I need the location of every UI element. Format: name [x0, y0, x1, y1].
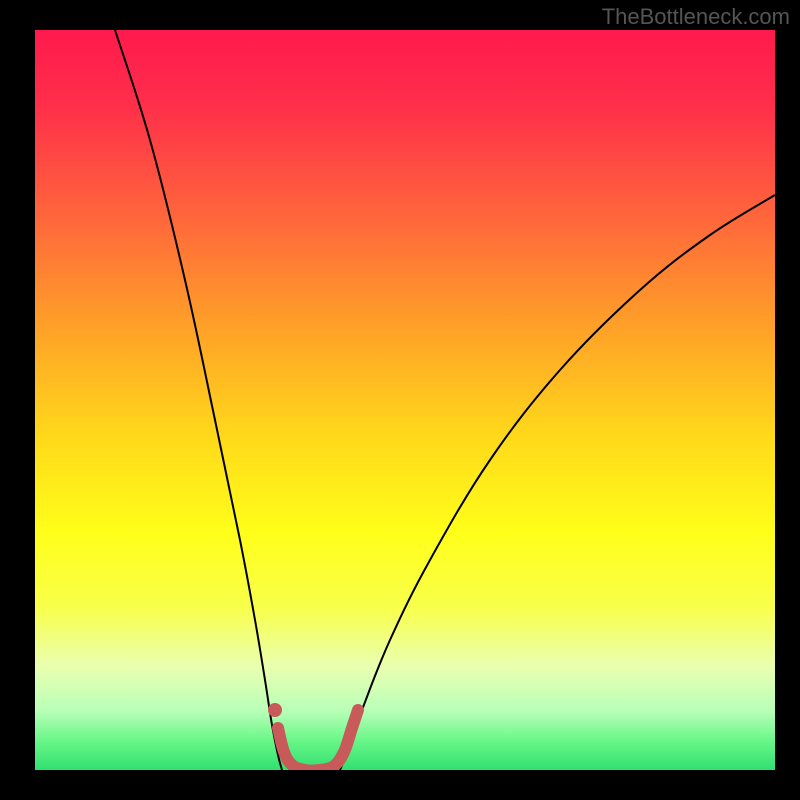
- watermark-text: TheBottleneck.com: [602, 4, 790, 30]
- bottleneck-chart: [0, 0, 800, 800]
- highlight-dot: [268, 703, 282, 717]
- chart-container: TheBottleneck.com: [0, 0, 800, 800]
- plot-area: [35, 30, 775, 770]
